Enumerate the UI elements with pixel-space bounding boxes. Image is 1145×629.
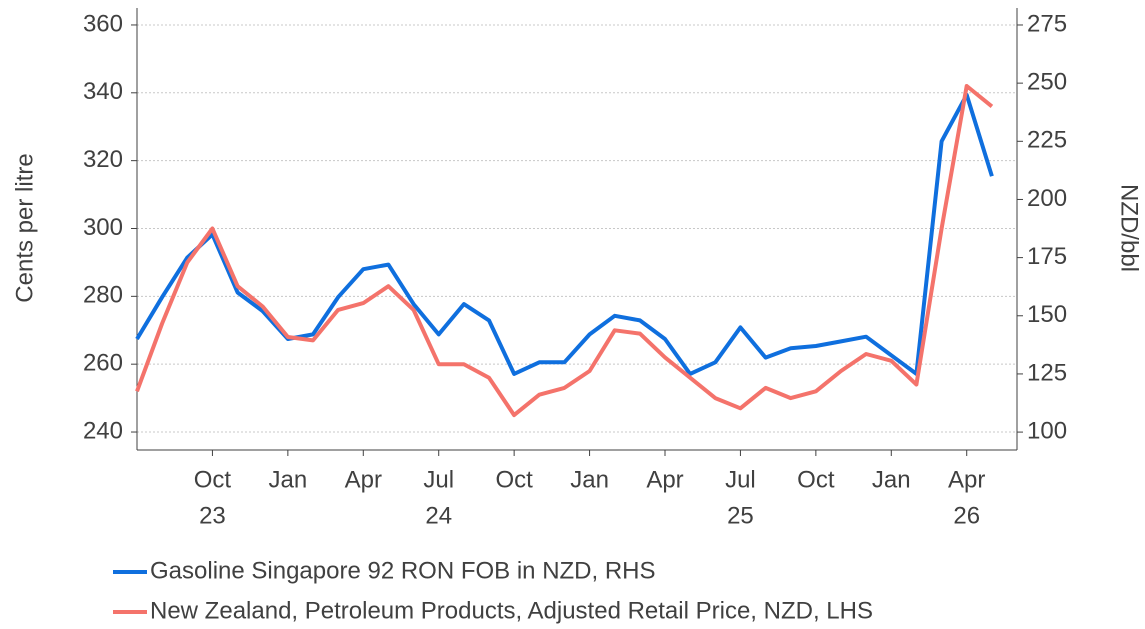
legend-label: New Zealand, Petroleum Products, Adjuste… (150, 597, 873, 624)
x-tick-label: Jan (872, 466, 911, 493)
x-tick-label: Jan (269, 466, 308, 493)
y-tick-label: 280 (83, 282, 123, 309)
y2-tick-label: 125 (1027, 359, 1067, 386)
y-tick-label: 260 (83, 350, 123, 377)
x-tick-label: Oct (797, 466, 835, 493)
y2-tick-label: 225 (1027, 127, 1067, 154)
legend-label: Gasoline Singapore 92 RON FOB in NZD, RH… (150, 557, 656, 584)
y2-tick-label: 150 (1027, 301, 1067, 328)
series-line (135, 92, 994, 376)
x-tick-label: Oct (194, 466, 232, 493)
y-axis-title: Cents per litre (11, 153, 38, 302)
x-year-label: 23 (199, 502, 226, 529)
x-tick-label: Apr (948, 466, 985, 493)
y2-tick-label: 275 (1027, 10, 1067, 37)
x-tick-label: Oct (495, 466, 533, 493)
x-tick-label: Apr (646, 466, 683, 493)
y2-tick-label: 250 (1027, 68, 1067, 95)
y2-tick-label: 100 (1027, 417, 1067, 444)
x-year-label: 26 (953, 502, 980, 529)
y-tick-label: 300 (83, 214, 123, 241)
series-line (135, 84, 994, 418)
x-tick-label: Jul (423, 466, 454, 493)
y-tick-label: 360 (83, 10, 123, 37)
x-tick-label: Jan (570, 466, 609, 493)
x-year-label: 25 (727, 502, 754, 529)
x-year-label: 24 (425, 502, 452, 529)
y-tick-label: 240 (83, 417, 123, 444)
y-tick-label: 340 (83, 78, 123, 105)
y2-axis-title: NZD/bbl (1116, 184, 1143, 272)
x-tick-label: Jul (725, 466, 756, 493)
y2-tick-label: 175 (1027, 243, 1067, 270)
y2-tick-label: 200 (1027, 185, 1067, 212)
y-tick-label: 320 (83, 146, 123, 173)
x-tick-label: Apr (345, 466, 382, 493)
